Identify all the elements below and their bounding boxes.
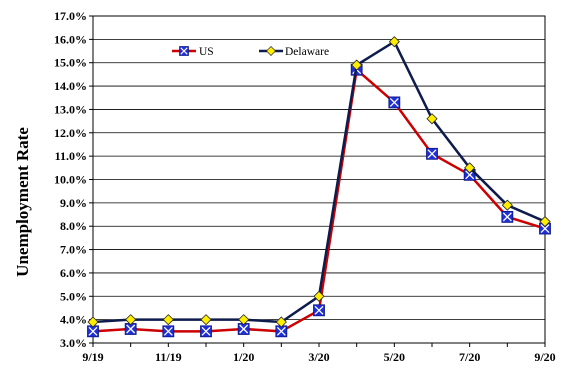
delaware-point: [238, 314, 250, 326]
us-point-cross: [427, 149, 437, 159]
us-point: [313, 304, 325, 317]
us-point-cross: [540, 224, 550, 234]
delaware-point: [125, 314, 137, 326]
us-point: [87, 325, 99, 338]
x-tick-label: 9/19: [82, 350, 103, 364]
x-tick-label: 3/20: [308, 350, 329, 364]
y-axis-title: Unemployment Rate: [13, 127, 32, 277]
us-point-cross: [239, 324, 249, 334]
us-point-cross: [126, 324, 136, 334]
us-point-cross: [314, 305, 324, 315]
y-tick-label: 10.0%: [54, 173, 87, 187]
delaware-point: [388, 36, 400, 48]
delaware-point: [426, 113, 438, 125]
y-tick-label: 14.0%: [54, 79, 87, 93]
legend: US Delaware: [172, 46, 329, 58]
delaware-point: [351, 59, 363, 71]
us-point-cross: [88, 326, 98, 336]
legend-us-cross: [180, 47, 188, 55]
delaware-point: [275, 316, 287, 328]
us-point-cross: [389, 97, 399, 107]
us-point: [162, 325, 175, 338]
us-point-cross: [201, 326, 211, 336]
us-point-cross: [502, 212, 512, 222]
delaware-point: [501, 199, 513, 211]
legend-delaware-marker: [266, 46, 276, 56]
delaware-point: [539, 215, 551, 228]
us-point: [501, 210, 514, 223]
us-point: [426, 147, 438, 160]
us-point: [539, 222, 551, 235]
delaware-point: [464, 162, 476, 174]
y-tick-label: 8.0%: [60, 219, 87, 233]
y-tick-label: 6.0%: [60, 266, 87, 280]
y-tick-label: 16.0%: [54, 32, 87, 46]
legend-label-us: US: [199, 46, 214, 58]
y-tick-label: 5.0%: [60, 289, 87, 303]
y-tick-label: 11.0%: [55, 149, 87, 163]
x-tick-label: 7/20: [459, 350, 480, 364]
delaware-series: [87, 36, 551, 328]
x-tick-label: 9/20: [534, 350, 555, 364]
y-tick-label: 15.0%: [54, 56, 87, 70]
delaware-point: [162, 314, 174, 326]
y-tick-label: 13.0%: [54, 102, 87, 116]
y-tick-label: 12.0%: [54, 126, 87, 140]
us-point: [200, 325, 212, 338]
x-tick-label: 1/20: [233, 350, 254, 364]
plot-area-frame: [92, 15, 546, 344]
y-tick-label: 9.0%: [60, 196, 87, 210]
us-point-cross: [163, 326, 173, 336]
y-tick-label: 17.0%: [54, 9, 87, 23]
x-tick-label: 11/19: [155, 350, 182, 364]
legend-label-delaware: Delaware: [285, 46, 329, 58]
delaware-point: [87, 316, 99, 328]
delaware-point: [313, 290, 325, 302]
us-point-cross: [276, 326, 286, 336]
x-tick-label: 5/20: [384, 350, 405, 364]
y-tick-label: 3.0%: [60, 336, 87, 350]
us-point: [388, 96, 401, 109]
delaware-point: [200, 314, 212, 326]
y-tick-label: 4.0%: [60, 313, 87, 327]
y-tick-label: 7.0%: [60, 243, 87, 257]
legend-us-marker: [179, 46, 189, 56]
